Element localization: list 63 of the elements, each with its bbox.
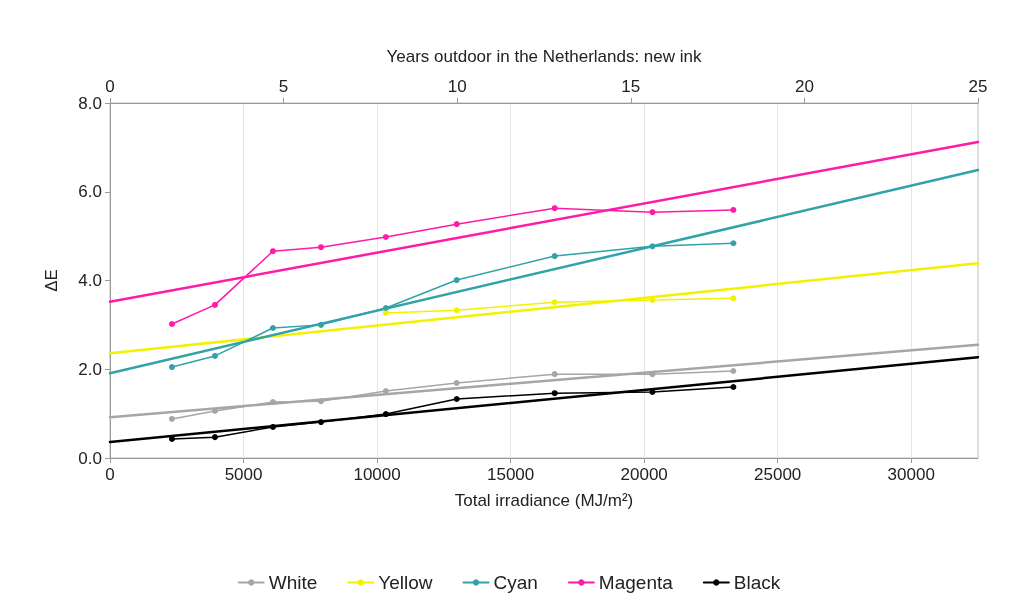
point xyxy=(269,399,276,406)
point xyxy=(269,248,276,255)
point xyxy=(730,206,737,213)
point xyxy=(318,419,324,426)
point xyxy=(168,415,175,422)
point xyxy=(730,295,737,302)
x-tick-label: 0 xyxy=(105,465,115,484)
point xyxy=(649,209,656,216)
point xyxy=(382,305,389,312)
point xyxy=(551,371,558,378)
x-tick-label: 30000 xyxy=(887,465,935,484)
point xyxy=(168,364,175,371)
point xyxy=(551,205,558,212)
point xyxy=(551,253,558,260)
point xyxy=(168,320,175,327)
y-axis-title: ΔE xyxy=(42,269,61,292)
point xyxy=(382,309,389,316)
point xyxy=(211,301,218,308)
x-tick-label: 20000 xyxy=(620,465,668,484)
point xyxy=(649,297,656,304)
y-tick-label: 6.0 xyxy=(78,182,102,202)
y-tick-label: 2.0 xyxy=(78,359,102,379)
legend-label: Yellow xyxy=(378,572,433,593)
x2-tick-label: 10 xyxy=(447,77,467,96)
x-tick-label: 5000 xyxy=(224,465,263,484)
x2-tick-label: 0 xyxy=(105,77,115,96)
point xyxy=(730,368,737,375)
x-tick-label: 10000 xyxy=(353,465,401,484)
point xyxy=(211,434,218,441)
y-tick-label: 0.0 xyxy=(78,448,102,468)
point xyxy=(269,324,276,331)
point xyxy=(730,384,737,390)
point xyxy=(318,398,324,405)
point xyxy=(453,395,460,402)
x-tick-label: 15000 xyxy=(486,465,535,484)
x-axis-title: Total irradiance (MJ/m²) xyxy=(454,491,634,510)
x2-tick-label: 25 xyxy=(968,77,988,96)
point xyxy=(730,240,737,247)
point xyxy=(551,390,558,397)
x2-tick-label: 15 xyxy=(621,77,641,96)
point xyxy=(211,352,218,359)
y-tick-label: 8.0 xyxy=(78,93,102,113)
point xyxy=(382,388,389,394)
legend-label: White xyxy=(268,572,318,593)
x2-tick-label: 5 xyxy=(278,77,289,96)
point xyxy=(382,234,389,241)
point xyxy=(269,423,276,430)
x-tick-label: 25000 xyxy=(754,465,802,484)
point xyxy=(649,243,656,250)
point xyxy=(318,321,324,328)
point xyxy=(453,277,460,284)
point xyxy=(453,307,460,314)
point xyxy=(453,380,460,386)
x2-tick-label: 20 xyxy=(794,77,814,96)
point xyxy=(382,411,389,418)
y-tick-label: 4.0 xyxy=(78,271,102,290)
legend-label: Cyan xyxy=(493,572,538,593)
point xyxy=(453,221,460,228)
point xyxy=(318,244,324,251)
point xyxy=(551,299,558,306)
x2-axis-title: Years outdoor in the Netherlands: new ink xyxy=(386,47,703,66)
legend-label: Magenta xyxy=(598,572,674,593)
legend-label: Black xyxy=(733,572,781,593)
